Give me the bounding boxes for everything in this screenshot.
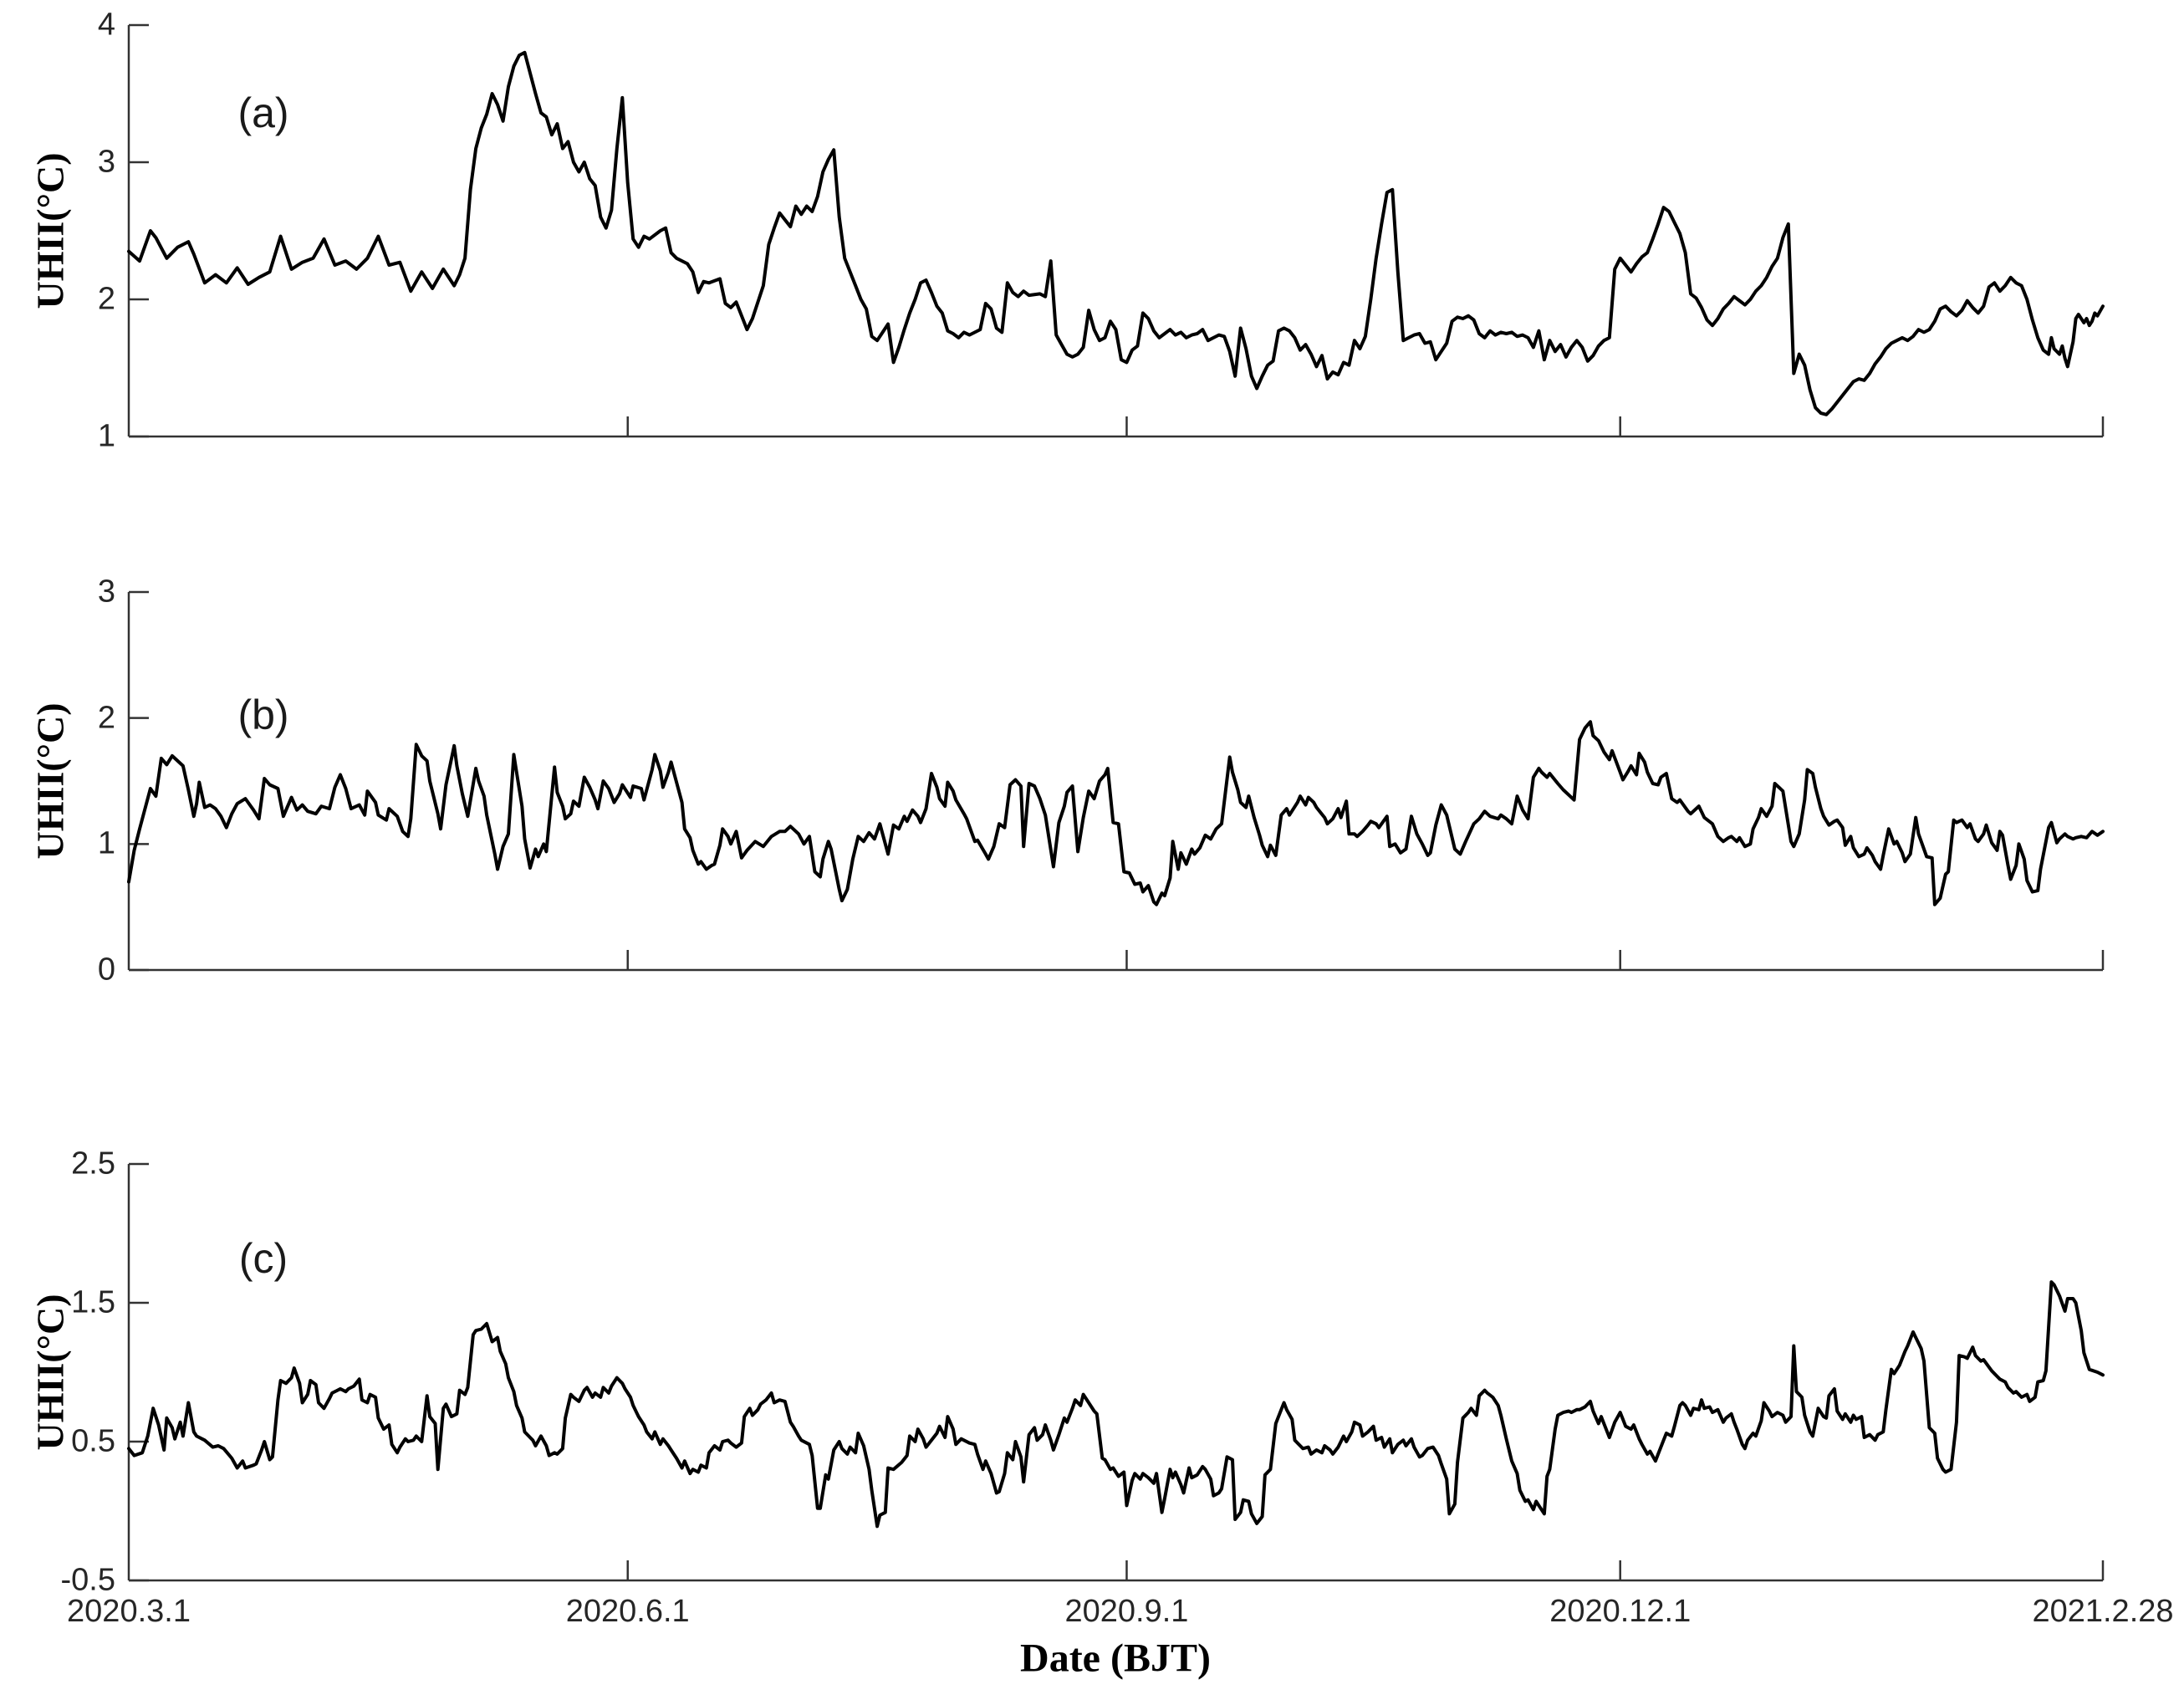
y-tick-label: 3 bbox=[97, 144, 115, 180]
y-tick-label: 1.5 bbox=[71, 1284, 115, 1320]
x-tick-label: 2020.6.1 bbox=[565, 1594, 690, 1629]
y-tick-label: 1 bbox=[97, 825, 115, 861]
y-tick-label: 0 bbox=[97, 952, 115, 988]
y-tick-label: 4 bbox=[97, 7, 115, 43]
panel-c-label: (c) bbox=[238, 1235, 288, 1282]
x-tick-label: 2020.9.1 bbox=[1064, 1594, 1189, 1629]
x-tick-label: 2020.3.1 bbox=[67, 1594, 191, 1629]
uhii-series-line-b bbox=[127, 720, 2105, 906]
x-tick-label: 2020.12.1 bbox=[1549, 1594, 1692, 1629]
y-tick-label: 3 bbox=[97, 574, 115, 610]
y-tick-label: 1 bbox=[97, 418, 115, 454]
y-tick-label: 0.5 bbox=[71, 1423, 115, 1459]
y-tick-label: 2 bbox=[97, 281, 115, 317]
uhii-series-line-c bbox=[127, 1280, 2105, 1529]
panel-a-label: (a) bbox=[237, 89, 289, 136]
panel-b-label: (b) bbox=[237, 692, 289, 738]
y-tick-label: 2 bbox=[97, 700, 115, 736]
x-tick-label: 2021.2.28 bbox=[2032, 1594, 2174, 1629]
x-axis-label: Date (BJT) bbox=[1020, 1636, 1211, 1681]
uhii-series-line-a bbox=[127, 50, 2105, 416]
y-tick-label: 2.5 bbox=[71, 1146, 115, 1182]
y-tick-label: -0.5 bbox=[60, 1562, 115, 1598]
